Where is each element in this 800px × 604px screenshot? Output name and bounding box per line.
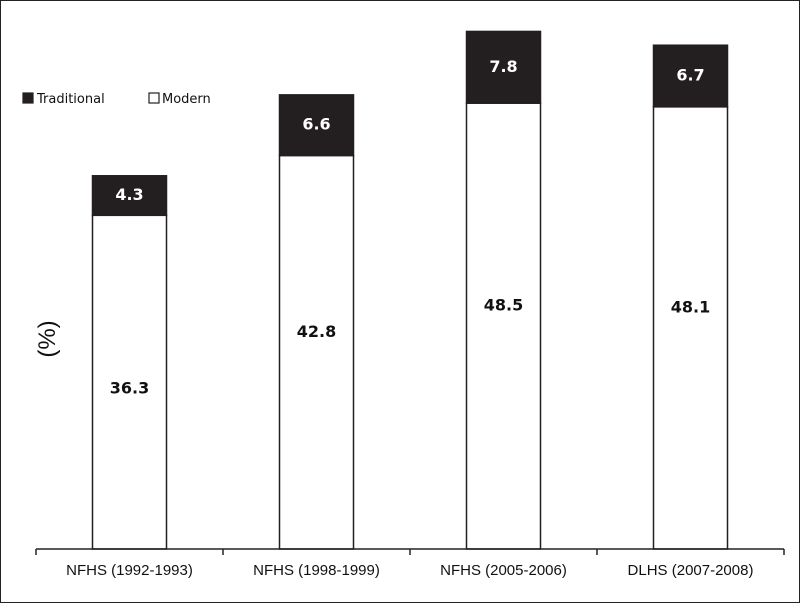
data-label-modern-4: 48.1 — [671, 297, 710, 316]
legend-label-traditional: Traditional — [36, 92, 105, 107]
bars-layer: 36.3 4.3 42.8 6.6 48.5 7.8 48.1 6.7 — [91, 30, 729, 550]
data-label-modern-2: 42.8 — [297, 322, 336, 341]
x-axis: NFHS (1992-1993) NFHS (1998-1999) NFHS (20… — [35, 548, 785, 579]
bar-modern-1 — [91, 214, 168, 550]
bar-traditional-3 — [465, 30, 542, 104]
bar-traditional-1 — [91, 175, 168, 217]
legend-swatch-traditional — [22, 92, 34, 104]
x-tick-label-1: NFHS (1992-1993) — [66, 562, 193, 579]
data-label-traditional-4: 6.7 — [676, 66, 704, 85]
bar-traditional-4 — [652, 44, 729, 108]
x-tick-label-2: NFHS (1998-1999) — [253, 562, 380, 579]
legend-label-modern: Modern — [162, 92, 211, 107]
data-label-traditional-1: 4.3 — [115, 185, 143, 204]
bar-modern-2 — [278, 154, 355, 550]
data-label-traditional-2: 6.6 — [302, 115, 330, 134]
data-label-modern-1: 36.3 — [110, 379, 149, 398]
bar-traditional-2 — [278, 94, 355, 157]
bar-modern-3 — [465, 102, 542, 550]
x-tick-label-3: NFHS (2005-2006) — [440, 562, 567, 579]
legend: Traditional Modern — [22, 92, 211, 107]
bar-modern-4 — [652, 106, 729, 550]
legend-swatch-modern — [148, 92, 160, 104]
data-label-traditional-3: 7.8 — [489, 57, 517, 76]
data-label-modern-3: 48.5 — [484, 296, 523, 315]
y-axis-label: (%) — [34, 320, 61, 357]
x-tick-label-4: DLHS (2007-2008) — [628, 562, 754, 579]
